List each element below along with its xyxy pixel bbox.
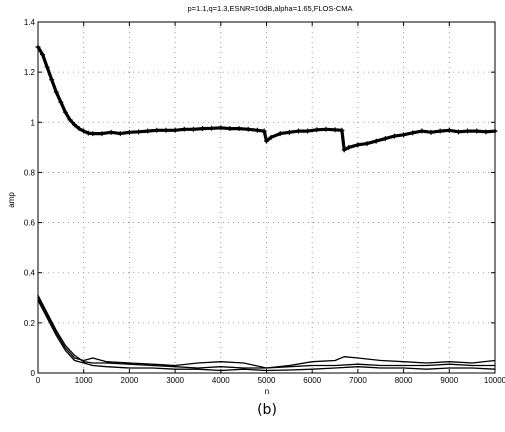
data-point [227, 126, 233, 132]
data-point [44, 64, 50, 70]
x-tick-label: 5000 [258, 376, 276, 385]
series-line-3 [37, 299, 496, 372]
data-point [254, 127, 260, 133]
data-point [40, 52, 46, 58]
data-point [332, 127, 338, 133]
data-point [209, 125, 215, 131]
data-point [391, 133, 397, 139]
series-line-2 [37, 297, 496, 369]
y-tick-label: 1.4 [24, 18, 36, 27]
y-tick-label: 0.2 [24, 319, 36, 328]
x-tick-label: 3000 [166, 376, 184, 385]
data-point [465, 128, 471, 134]
x-tick-label: 7000 [349, 376, 367, 385]
data-point [126, 129, 132, 135]
data-point [339, 127, 345, 133]
data-point [154, 127, 160, 133]
data-point [85, 130, 91, 136]
data-point [323, 126, 329, 132]
data-point [364, 141, 370, 147]
y-axis-label: amp [7, 192, 16, 208]
data-point [163, 127, 169, 133]
data-point [145, 128, 151, 134]
data-point [286, 129, 292, 135]
data-point [67, 117, 73, 123]
x-tick-label: 8000 [395, 376, 413, 385]
data-point [419, 128, 425, 134]
data-point [401, 132, 407, 138]
x-tick-label: 9000 [440, 376, 458, 385]
data-point [341, 147, 347, 153]
data-point [474, 128, 480, 134]
data-point [62, 109, 68, 115]
y-tick-label: 1 [31, 118, 36, 127]
data-point [355, 142, 361, 148]
x-tick-label: 4000 [212, 376, 230, 385]
x-axis-label: n [265, 387, 269, 396]
chart-title: p=1.1,q=1.3,ESNR=10dB,alpha=1.65,FLOS-CM… [187, 4, 352, 13]
data-point [218, 125, 224, 131]
data-point [49, 77, 55, 83]
data-point [268, 134, 274, 140]
axis-ticks: 0 1000 2000 3000 4000 5000 6000 7000 8000 9000 100… [24, 18, 505, 385]
data-point [446, 127, 452, 133]
y-tick-label: 0.8 [24, 168, 36, 177]
data-point [261, 128, 267, 134]
data-point [58, 99, 64, 105]
grid [38, 22, 495, 373]
series-line-1 [37, 294, 496, 369]
data-point [437, 128, 443, 134]
x-tick-label: 10000 [484, 376, 505, 385]
data-point [35, 44, 41, 50]
data-point [373, 138, 379, 144]
data-point [90, 131, 96, 137]
x-tick-label: 2000 [121, 376, 139, 385]
data-point [190, 126, 196, 132]
data-point [277, 131, 283, 137]
y-tick-label: 0.4 [24, 269, 36, 278]
data-point [117, 131, 123, 137]
data-point [264, 138, 269, 144]
data-point [99, 131, 105, 137]
data-point [410, 130, 416, 136]
data-point [236, 126, 242, 132]
data-point [305, 128, 311, 134]
data-point [108, 129, 114, 135]
data-point [314, 127, 320, 133]
y-tick-label: 1.2 [24, 68, 36, 77]
x-tick-label: 6000 [303, 376, 321, 385]
data-point [72, 122, 78, 128]
data-point [136, 129, 142, 135]
data-point [81, 128, 87, 134]
data-point [53, 89, 59, 95]
data-point [483, 129, 489, 135]
data-point [295, 128, 301, 134]
series-group [35, 44, 498, 372]
data-point [492, 128, 498, 134]
y-tick-label: 0 [31, 369, 36, 378]
data-point [200, 126, 206, 132]
data-point [346, 144, 352, 150]
data-point [455, 129, 461, 135]
data-point [245, 126, 251, 132]
data-point [382, 136, 388, 142]
figure-caption: (b) [257, 402, 277, 418]
data-point [172, 127, 178, 133]
data-point [428, 129, 434, 135]
x-tick-label: 1000 [75, 376, 93, 385]
data-point [76, 126, 82, 132]
y-tick-label: 0.6 [24, 219, 36, 228]
x-tick-label: 0 [36, 376, 41, 385]
data-point [181, 126, 187, 132]
